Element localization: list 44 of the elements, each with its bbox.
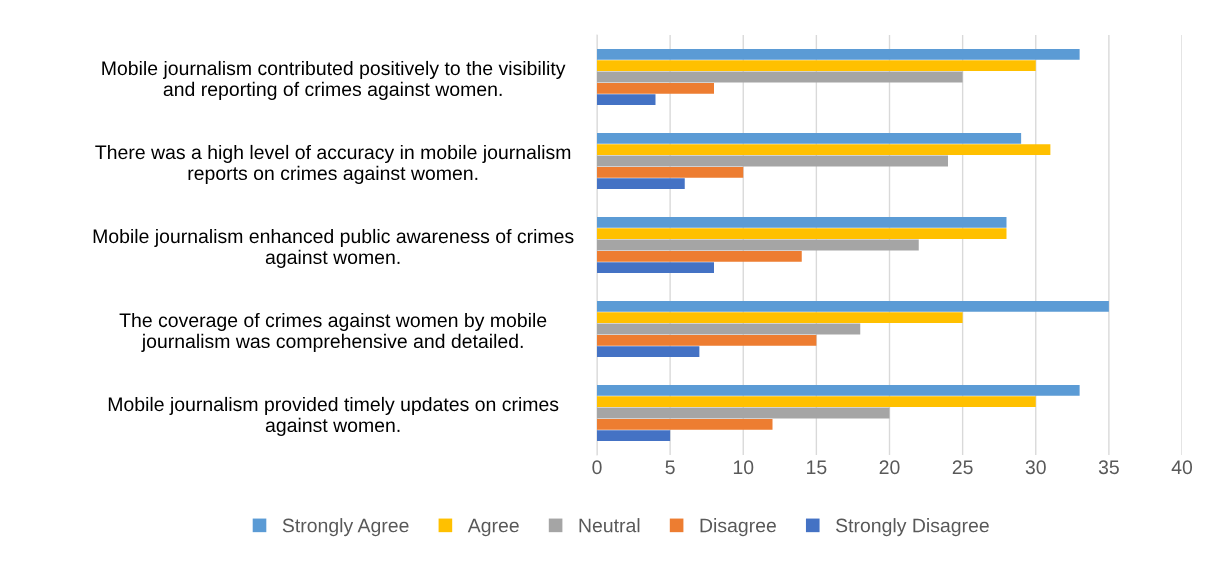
bar	[597, 155, 948, 167]
bar	[597, 216, 1007, 228]
bar	[597, 239, 919, 251]
bar	[597, 334, 817, 346]
bar	[597, 144, 1051, 156]
x-tick-label: 20	[879, 460, 900, 475]
bar	[597, 132, 1022, 144]
x-tick-label: 10	[733, 460, 754, 475]
bar	[597, 178, 685, 190]
bar	[597, 71, 963, 83]
bar	[597, 323, 861, 335]
bar	[597, 396, 1036, 408]
bar	[597, 228, 1007, 240]
bar	[597, 418, 773, 430]
legend-label: Neutral	[579, 518, 640, 533]
x-tick-label: 15	[807, 460, 827, 475]
bar	[597, 300, 1109, 312]
bar	[597, 262, 714, 274]
x-tick-label: 35	[1098, 460, 1119, 475]
bar	[597, 48, 1080, 60]
bar	[597, 166, 744, 178]
x-tick-label: 5	[665, 460, 675, 475]
x-tick-label: 40	[1171, 460, 1193, 475]
y-tick-label: There was a high level of accuracy in mobile journalism reports on crimes against women.	[95, 144, 571, 184]
y-tick-label: Mobile journalism provided timely updates on crimes against women.	[108, 396, 559, 436]
x-tick-label: 25	[952, 460, 973, 475]
bar	[597, 346, 700, 358]
legend-label: Disagree	[700, 518, 776, 537]
x-tick-label: 30	[1025, 460, 1046, 475]
bar	[597, 60, 1036, 72]
legend-label: Agree	[467, 518, 519, 537]
y-tick-label: Mobile journalism contributed positively to the visibility and reporting of crimes against women.	[102, 60, 566, 100]
bar	[597, 384, 1080, 396]
y-tick-label: Mobile journalism enhanced public awareness of crimes against women.	[93, 228, 574, 268]
bar	[597, 407, 890, 419]
bar	[597, 430, 671, 442]
legend-label: Strongly Agree	[282, 518, 409, 537]
y-tick-label: The coverage of crimes against women by mobile journalism was comprehensive and detailed.	[119, 312, 547, 352]
bar	[597, 94, 656, 106]
x-tick-label: 0	[592, 460, 602, 475]
bar	[597, 312, 963, 324]
bar	[597, 250, 802, 262]
bar	[597, 82, 714, 94]
legend-label: Strongly Disagree	[836, 518, 989, 537]
